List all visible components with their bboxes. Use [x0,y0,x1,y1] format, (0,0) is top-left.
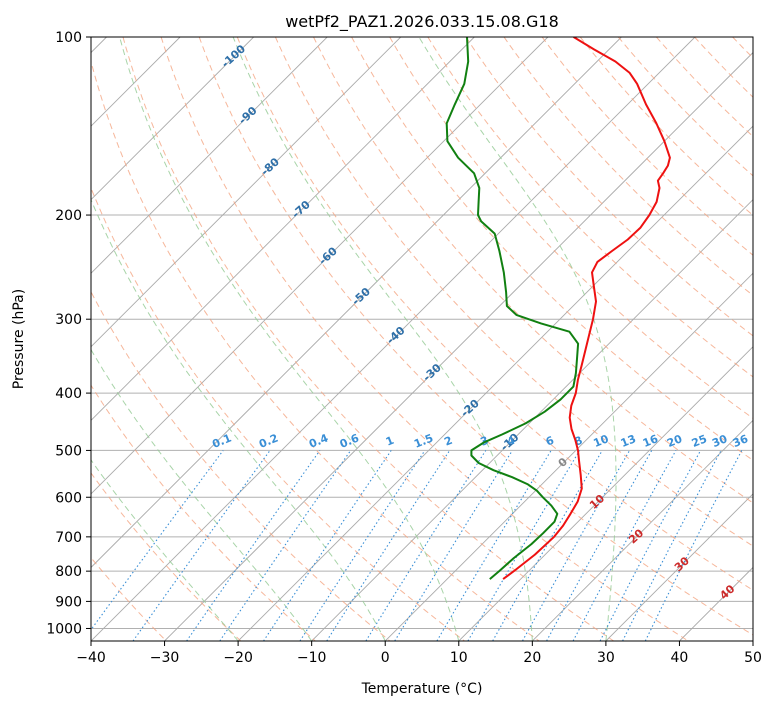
x-tick-label: 50 [744,650,762,666]
x-tick-label: 30 [597,650,615,666]
y-axis-label: Pressure (hPa) [11,289,27,389]
y-tick-label: 300 [55,312,82,328]
y-tick-label: 800 [55,564,82,580]
x-tick-label: 0 [381,650,390,666]
y-tick-label: 400 [55,386,82,402]
x-tick-label: 10 [450,650,468,666]
y-tick-label: 200 [55,208,82,224]
y-tick-label: 500 [55,443,82,459]
x-tick-label: −40 [76,650,106,666]
x-tick-label: −10 [297,650,327,666]
y-tick-label: 1000 [46,621,82,637]
y-tick-label: 600 [55,490,82,506]
y-tick-label: 900 [55,594,82,610]
x-tick-label: 40 [671,650,689,666]
x-tick-label: 20 [523,650,541,666]
chart-title: wetPf2_PAZ1.2026.033.15.08.G18 [285,12,559,32]
y-tick-label: 100 [55,30,82,46]
x-axis-label: Temperature (°C) [361,681,483,697]
y-tick-label: 700 [55,530,82,546]
x-tick-label: −20 [223,650,253,666]
x-tick-label: −30 [150,650,180,666]
